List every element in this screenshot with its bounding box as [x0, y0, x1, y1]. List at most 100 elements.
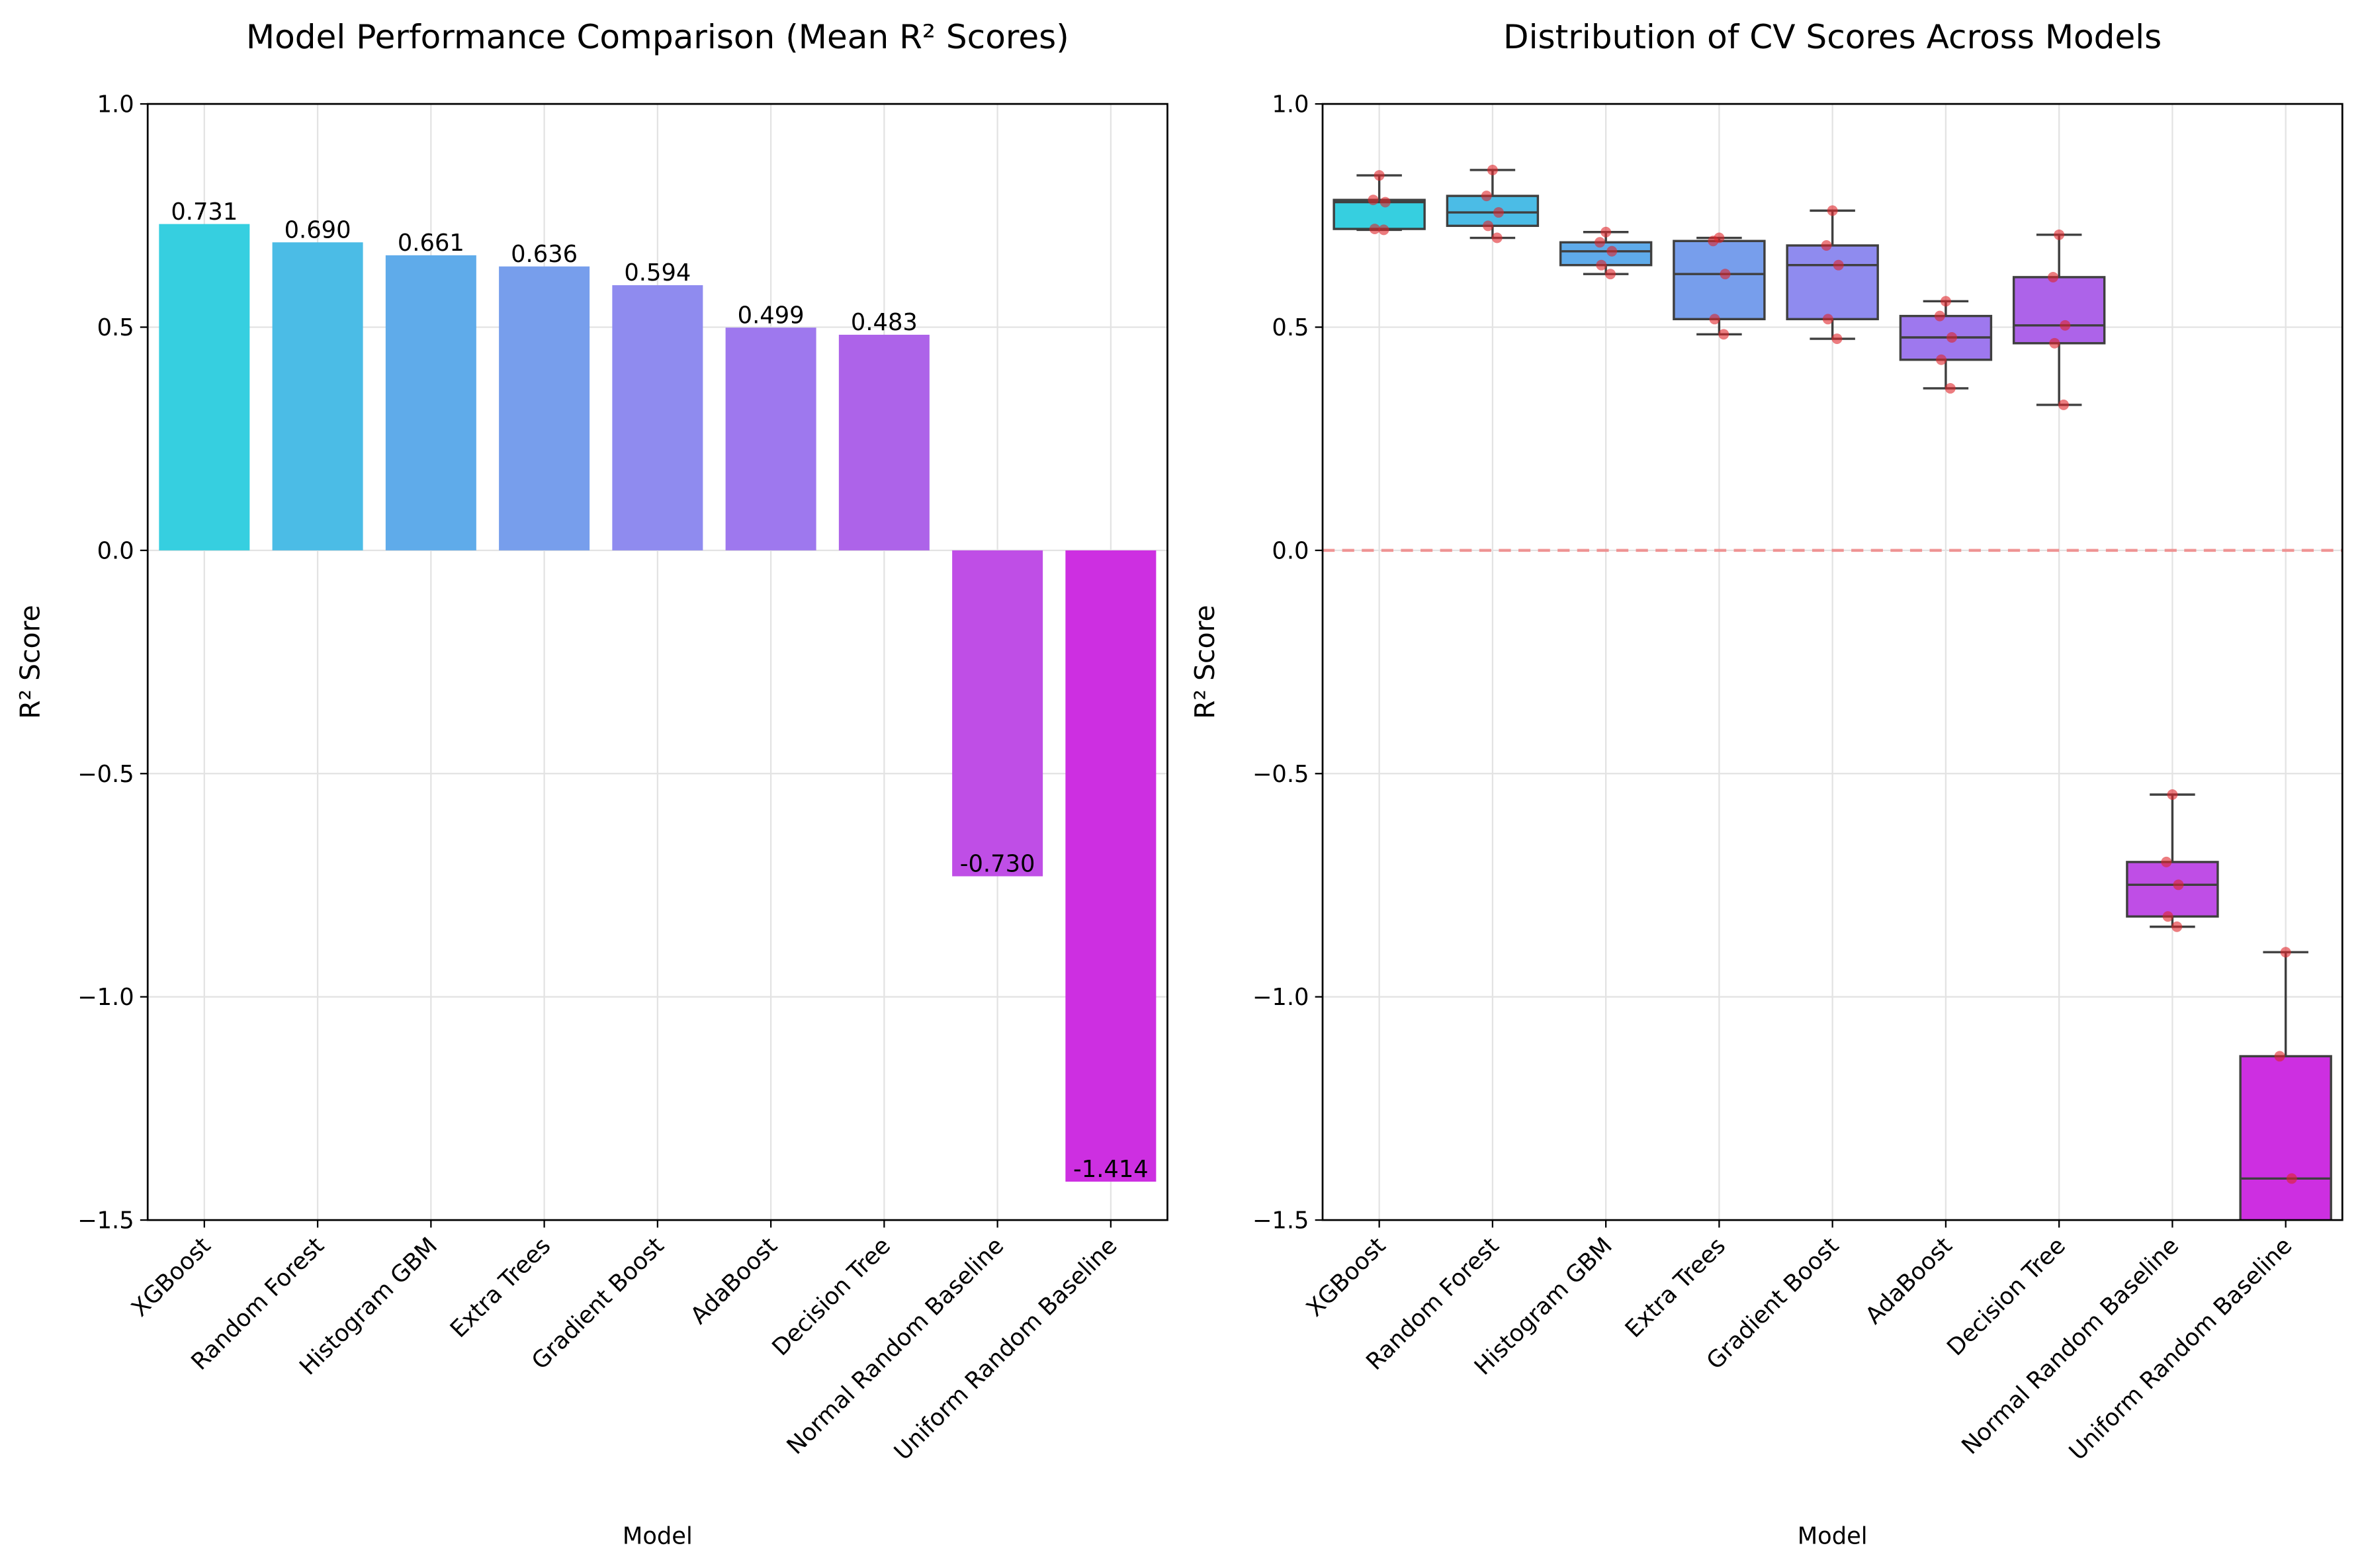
- x-tick-label: AdaBoost: [685, 1232, 783, 1329]
- x-tick-label: XGBoost: [1301, 1232, 1391, 1322]
- x-tick-label: AdaBoost: [1860, 1232, 1958, 1329]
- data-point: [2049, 337, 2060, 349]
- box: [1446, 195, 1540, 228]
- data-point: [2171, 921, 2183, 932]
- data-point: [1945, 382, 1956, 394]
- data-point: [1718, 329, 1729, 340]
- value-label: 0.661: [398, 230, 464, 257]
- y-tick-label: −1.0: [1252, 984, 1309, 1011]
- data-point: [1720, 269, 1731, 280]
- data-point: [1491, 232, 1503, 243]
- x-tick-label: Decision Tree: [1942, 1232, 2071, 1361]
- data-point: [1379, 196, 1391, 208]
- data-point: [1374, 170, 1385, 181]
- y-tick-label: −1.5: [77, 1207, 134, 1235]
- bar: [838, 334, 930, 550]
- y-tick-label: 0.0: [97, 537, 134, 564]
- x-tick-label: Decision Tree: [767, 1232, 896, 1361]
- bar: [952, 550, 1043, 877]
- data-point: [1822, 314, 1833, 325]
- data-point: [2274, 1051, 2285, 1062]
- data-point: [1606, 245, 1618, 257]
- bar: [1065, 550, 1157, 1182]
- data-point: [1605, 269, 1616, 280]
- chart-title: Distribution of CV Scores Across Models: [1503, 18, 2162, 56]
- value-label: 0.636: [511, 241, 578, 268]
- bar: [725, 327, 816, 550]
- y-tick-label: 0.5: [1272, 314, 1309, 341]
- data-point: [2286, 1173, 2297, 1184]
- box: [1673, 240, 1766, 321]
- data-point: [2058, 399, 2069, 410]
- data-point: [1708, 236, 1719, 247]
- value-label: 0.594: [624, 259, 691, 286]
- y-tick-label: −1.5: [1252, 1207, 1309, 1235]
- value-label: 0.499: [738, 302, 805, 329]
- x-tick-label: Normal Random Baseline: [1956, 1232, 2184, 1459]
- data-point: [2048, 271, 2059, 283]
- bar: [385, 255, 476, 550]
- x-axis-label: Model: [623, 1523, 693, 1550]
- x-tick-label: Normal Random Baseline: [781, 1232, 1009, 1459]
- chart-title: Model Performance Comparison (Mean R² Sc…: [246, 18, 1069, 56]
- axes-frame: [1321, 103, 2343, 1221]
- data-point: [2060, 320, 2071, 331]
- plot-area: [1323, 164, 2343, 1315]
- box: [1559, 241, 1653, 267]
- data-point: [1481, 191, 1492, 202]
- value-label: 0.483: [851, 309, 918, 336]
- data-point: [2162, 911, 2173, 922]
- y-axis-label: R² Score: [1189, 605, 1221, 719]
- bar: [612, 285, 703, 550]
- axes-frame: [146, 103, 1168, 1221]
- data-point: [1378, 224, 1389, 236]
- x-tick-label: Uniform Random Baseline: [889, 1232, 1123, 1465]
- box: [2012, 276, 2106, 345]
- data-point: [2173, 879, 2184, 891]
- y-tick-label: −0.5: [77, 761, 134, 788]
- plot-area: [159, 224, 1157, 1182]
- data-point: [1369, 224, 1380, 235]
- data-point: [1940, 296, 1951, 307]
- data-point: [2280, 947, 2291, 958]
- data-point: [1368, 195, 1379, 206]
- y-tick-label: 0.0: [1272, 537, 1309, 564]
- x-tick-label: Extra Trees: [1620, 1232, 1731, 1343]
- box: [1786, 244, 1879, 321]
- value-label: 0.690: [284, 216, 351, 243]
- data-point: [1946, 332, 1957, 343]
- y-tick-label: 1.0: [97, 91, 134, 118]
- bar: [159, 224, 250, 550]
- y-tick-label: −0.5: [1252, 761, 1309, 788]
- data-point: [2054, 229, 2065, 240]
- data-point: [1833, 259, 1844, 271]
- data-point: [1596, 259, 1607, 271]
- y-tick-label: −1.0: [77, 984, 134, 1011]
- x-tick-label: XGBoost: [126, 1232, 216, 1322]
- value-label: -0.730: [960, 851, 1035, 878]
- data-point: [1831, 333, 1843, 345]
- data-point: [2285, 1304, 2296, 1315]
- x-tick-label: Extra Trees: [445, 1232, 556, 1343]
- x-tick-label: Uniform Random Baseline: [2064, 1232, 2297, 1465]
- bar: [499, 266, 590, 550]
- y-tick-label: 0.5: [97, 314, 134, 341]
- data-point: [1483, 220, 1494, 232]
- data-point: [1827, 205, 1838, 216]
- chart: Model Performance Comparison (Mean R² Sc…: [14, 18, 1168, 1550]
- value-label: -1.414: [1073, 1156, 1149, 1183]
- value-label: 0.731: [171, 198, 238, 226]
- data-point: [1934, 310, 1945, 322]
- y-tick-label: 1.0: [1272, 91, 1309, 118]
- data-point: [2161, 856, 2172, 867]
- data-point: [1936, 354, 1947, 365]
- chart: Distribution of CV Scores Across Models R…: [1189, 18, 2343, 1550]
- box: [1333, 198, 1426, 230]
- data-point: [1600, 226, 1612, 238]
- data-point: [1595, 237, 1606, 248]
- data-point: [2167, 789, 2178, 800]
- data-point: [1821, 240, 1832, 251]
- data-point: [1493, 207, 1504, 218]
- x-axis-label: Model: [1798, 1523, 1868, 1550]
